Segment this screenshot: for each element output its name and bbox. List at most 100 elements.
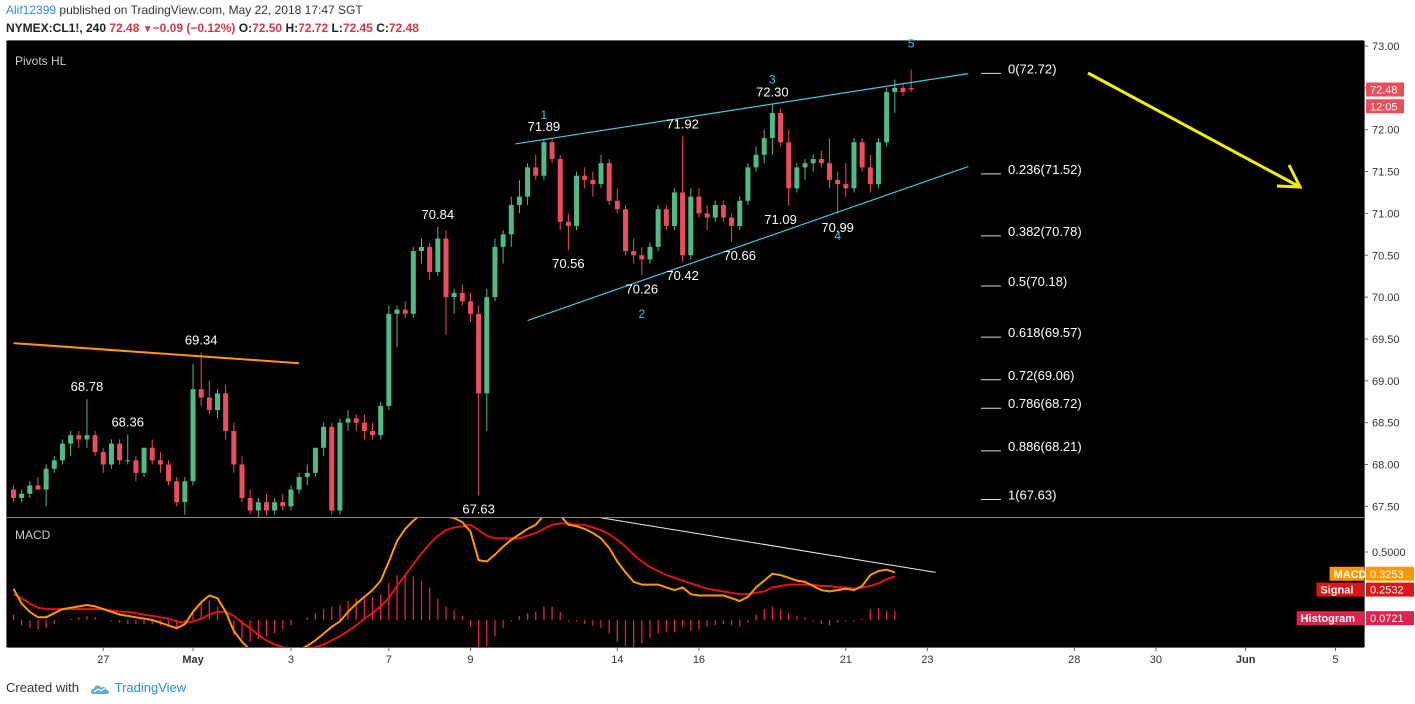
candle-body <box>378 405 384 436</box>
time-tick-label: May <box>182 654 204 666</box>
candle-body <box>410 251 416 314</box>
candle-body <box>655 209 661 247</box>
candle-body <box>272 502 278 511</box>
candle-body <box>215 393 220 411</box>
candle-body <box>557 158 563 222</box>
candle-body <box>157 460 163 465</box>
wave-number-label: 1 <box>541 108 548 122</box>
candle-body <box>680 192 686 256</box>
candle-body <box>851 142 857 189</box>
candle-body <box>712 205 718 218</box>
candle-body <box>867 167 873 185</box>
candle-body <box>859 142 865 168</box>
candle-body <box>598 163 604 185</box>
candle-body <box>35 485 41 490</box>
fib-level-label: 1(67.63) <box>1008 487 1056 502</box>
candle-body <box>100 451 106 465</box>
candle-body <box>231 431 237 465</box>
candle-body <box>11 489 16 498</box>
pivot-price-label: 71.92 <box>666 116 699 131</box>
fib-level-label: 0.786(68.72) <box>1008 396 1082 411</box>
time-tick-label: 7 <box>386 654 392 666</box>
tradingview-brand-link[interactable]: TradingView <box>114 680 187 695</box>
pivot-price-label: 68.78 <box>71 379 104 394</box>
tradingview-cloud-icon <box>90 685 109 694</box>
time-tick-label: 3 <box>288 654 294 666</box>
price-badge-bg <box>1366 99 1404 114</box>
candle-body <box>720 205 726 218</box>
macd-badge-name-bg <box>1329 566 1364 581</box>
candle-body <box>174 481 180 503</box>
candle-body <box>76 435 82 440</box>
candle-body <box>663 209 669 226</box>
candle-body <box>329 426 335 511</box>
candle-body <box>198 389 204 398</box>
candle-body <box>647 246 653 260</box>
candle-body <box>386 313 392 406</box>
fib-level-label: 0.72(69.06) <box>1008 368 1075 383</box>
candle-body <box>631 251 637 256</box>
price-badge-bg <box>1366 82 1404 97</box>
price-axis-area <box>1364 41 1415 648</box>
candle-body <box>745 167 751 201</box>
macd-badge-value-bg <box>1366 566 1414 581</box>
candle-body <box>141 447 147 473</box>
candle-body <box>402 309 408 314</box>
candle-body <box>623 209 628 252</box>
high-label: H: <box>285 21 299 35</box>
time-tick-label: 16 <box>693 654 705 666</box>
candle-body <box>43 468 49 490</box>
candle-body <box>149 447 155 461</box>
macd-badge-name-bg <box>1296 611 1364 626</box>
fib-level-label: 0.382(70.78) <box>1008 224 1082 239</box>
fib-level-label: 0.5(70.18) <box>1008 274 1067 289</box>
price-tick-label: 69.00 <box>1372 376 1400 388</box>
candle-body <box>908 87 914 90</box>
time-tick-label: 21 <box>840 654 852 666</box>
candle-body <box>835 179 841 185</box>
macd-line <box>12 518 896 647</box>
candle-body <box>190 389 196 482</box>
macd-badge-name: Signal <box>1320 585 1353 597</box>
candle-body <box>574 175 580 226</box>
time-tick-label: 14 <box>611 654 623 666</box>
candle-body <box>304 472 310 478</box>
low-value: 72.45 <box>342 21 373 35</box>
candle-body <box>786 142 792 189</box>
price-tick-label: 71.00 <box>1372 208 1400 220</box>
divergence-line <box>599 518 936 573</box>
macd-badge: Signal 0.2532 <box>1316 582 1414 597</box>
candle-body <box>92 435 98 452</box>
created-with-text: Created with <box>6 680 79 695</box>
pivot-price-label: 71.09 <box>764 212 797 227</box>
time-tick-label: Jun <box>1236 654 1256 666</box>
close-value: 72.48 <box>388 21 419 35</box>
candle-body <box>68 435 74 444</box>
fib-level-label: 0.618(69.57) <box>1008 325 1082 340</box>
publish-info: Alif12399 published on TradingView.com, … <box>6 3 363 17</box>
candle-body <box>133 460 139 473</box>
author-link[interactable]: Alif12399 <box>6 3 57 17</box>
price-badge-label: 12:05 <box>1370 101 1398 113</box>
candle-body <box>182 481 188 503</box>
candle-body <box>761 138 767 155</box>
candle-body <box>280 502 286 507</box>
open-label: O: <box>238 21 253 35</box>
published-text: published on TradingView.com, May 22, 20… <box>59 3 363 17</box>
candle-body <box>753 154 759 168</box>
candle-body <box>810 158 816 164</box>
time-tick-label: 27 <box>97 654 109 666</box>
wave-number-label: 3 <box>769 73 776 87</box>
candle-body <box>884 92 890 143</box>
candle-body <box>729 217 735 226</box>
chart-canvas[interactable]: 73.00 72.50 72.00 71.50 71.00 70.50 70.00 69.50… <box>0 0 1415 676</box>
low-label: L: <box>331 21 343 35</box>
symbol-name[interactable]: NYMEX:CL1!, 240 <box>6 21 107 35</box>
candle-body <box>345 418 351 423</box>
candle-body <box>582 175 588 180</box>
price-tick-label: 68.00 <box>1372 460 1400 472</box>
candle-body <box>435 238 441 272</box>
candle-body <box>818 158 824 164</box>
arrow-head-icon <box>1276 164 1303 189</box>
channel-upper-line <box>515 73 969 145</box>
